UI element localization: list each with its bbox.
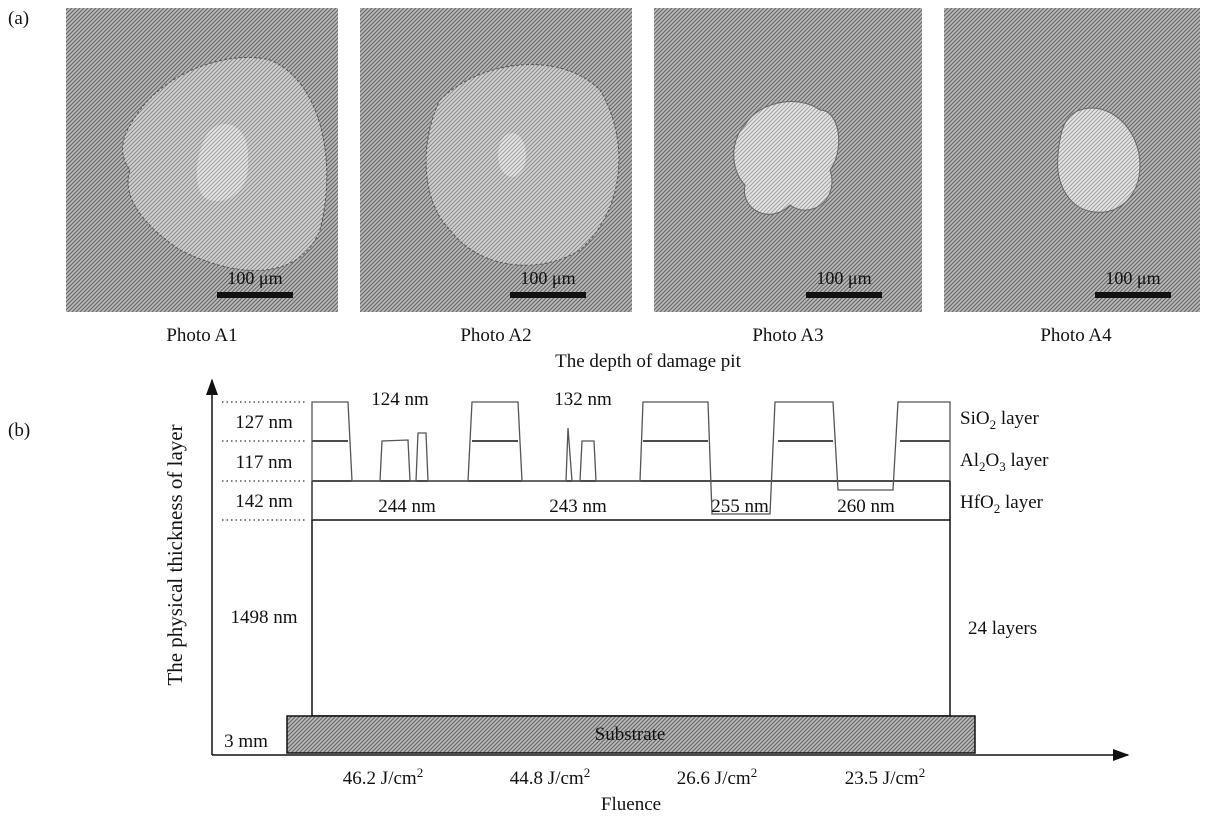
fluence-value: 26.6 J/cm xyxy=(677,768,751,789)
layer-suffix: layer xyxy=(996,408,1039,429)
photo: 100 μm Photo A1 xyxy=(66,8,338,346)
photo: 100 μm Photo A4 xyxy=(944,8,1200,346)
panel-title: The depth of damage pit xyxy=(555,351,741,372)
thickness-label: 142 nm xyxy=(235,491,293,512)
fluence-label: 23.5 J/cm2 xyxy=(845,765,925,789)
photo-caption: Photo A2 xyxy=(460,325,531,346)
panel-label: (a) xyxy=(8,8,29,29)
scale-bar-label: 100 μm xyxy=(816,268,871,288)
page: {"panel_a": {"label": "(a)", "photos": [… xyxy=(0,0,1216,817)
fluence-value: 23.5 J/cm xyxy=(845,768,919,789)
superscript: 2 xyxy=(584,765,591,780)
pit-depth-label: 255 nm xyxy=(711,496,769,517)
pit-depth-label: 124 nm xyxy=(371,389,429,410)
layer-name: Al xyxy=(960,450,979,471)
thickness-label: 117 nm xyxy=(236,452,293,473)
pit-depth-label: 260 nm xyxy=(837,496,895,517)
substrate-label: Substrate xyxy=(595,724,666,745)
layer-suffix: layer xyxy=(1006,450,1049,471)
layer-label: HfO2 layer xyxy=(960,492,1044,516)
x-axis-title: Fluence xyxy=(601,794,661,815)
fluence-label: 26.6 J/cm2 xyxy=(677,765,757,789)
layer-name: SiO xyxy=(960,408,990,429)
fluence-label: 44.8 J/cm2 xyxy=(510,765,590,789)
y-axis-title: The physical thickness of layer xyxy=(163,424,187,685)
pit-depth-label: 243 nm xyxy=(549,496,607,517)
thickness-label: 1498 nm xyxy=(230,607,297,628)
multilayer-stack xyxy=(312,520,950,716)
layer-label: Al2O3 layer xyxy=(960,450,1049,474)
photo-caption: Photo A1 xyxy=(166,325,237,346)
pit-depth-label: 244 nm xyxy=(378,496,436,517)
photo-caption: Photo A4 xyxy=(1040,325,1112,346)
layer-label: SiO2 layer xyxy=(960,408,1039,432)
stack-label: 24 layers xyxy=(968,618,1037,639)
fluence-label: 46.2 J/cm2 xyxy=(343,765,423,789)
layer-name: HfO xyxy=(960,492,994,513)
fluence-value: 46.2 J/cm xyxy=(343,768,417,789)
scale-bar-label: 100 μm xyxy=(1105,268,1160,288)
photo-caption: Photo A3 xyxy=(752,325,823,346)
thickness-label: 127 nm xyxy=(235,412,293,433)
photo: 100 μm Photo A3 xyxy=(654,8,922,346)
panel-label: (b) xyxy=(8,420,30,441)
scale-bar-label: 100 μm xyxy=(227,268,282,288)
fluence-value: 44.8 J/cm xyxy=(510,768,584,789)
photo: 100 μm Photo A2 xyxy=(360,8,632,346)
layer-suffix: layer xyxy=(1000,492,1043,513)
superscript: 2 xyxy=(919,765,926,780)
pit-depth-label: 132 nm xyxy=(554,389,612,410)
thickness-label: 3 mm xyxy=(224,731,268,752)
layer-name: O xyxy=(986,450,1000,471)
figure: (a) 100 μm Photo A1 100 μm Photo A2 100 … xyxy=(0,0,1216,817)
superscript: 2 xyxy=(417,765,424,780)
superscript: 2 xyxy=(751,765,758,780)
scale-bar-label: 100 μm xyxy=(520,268,575,288)
